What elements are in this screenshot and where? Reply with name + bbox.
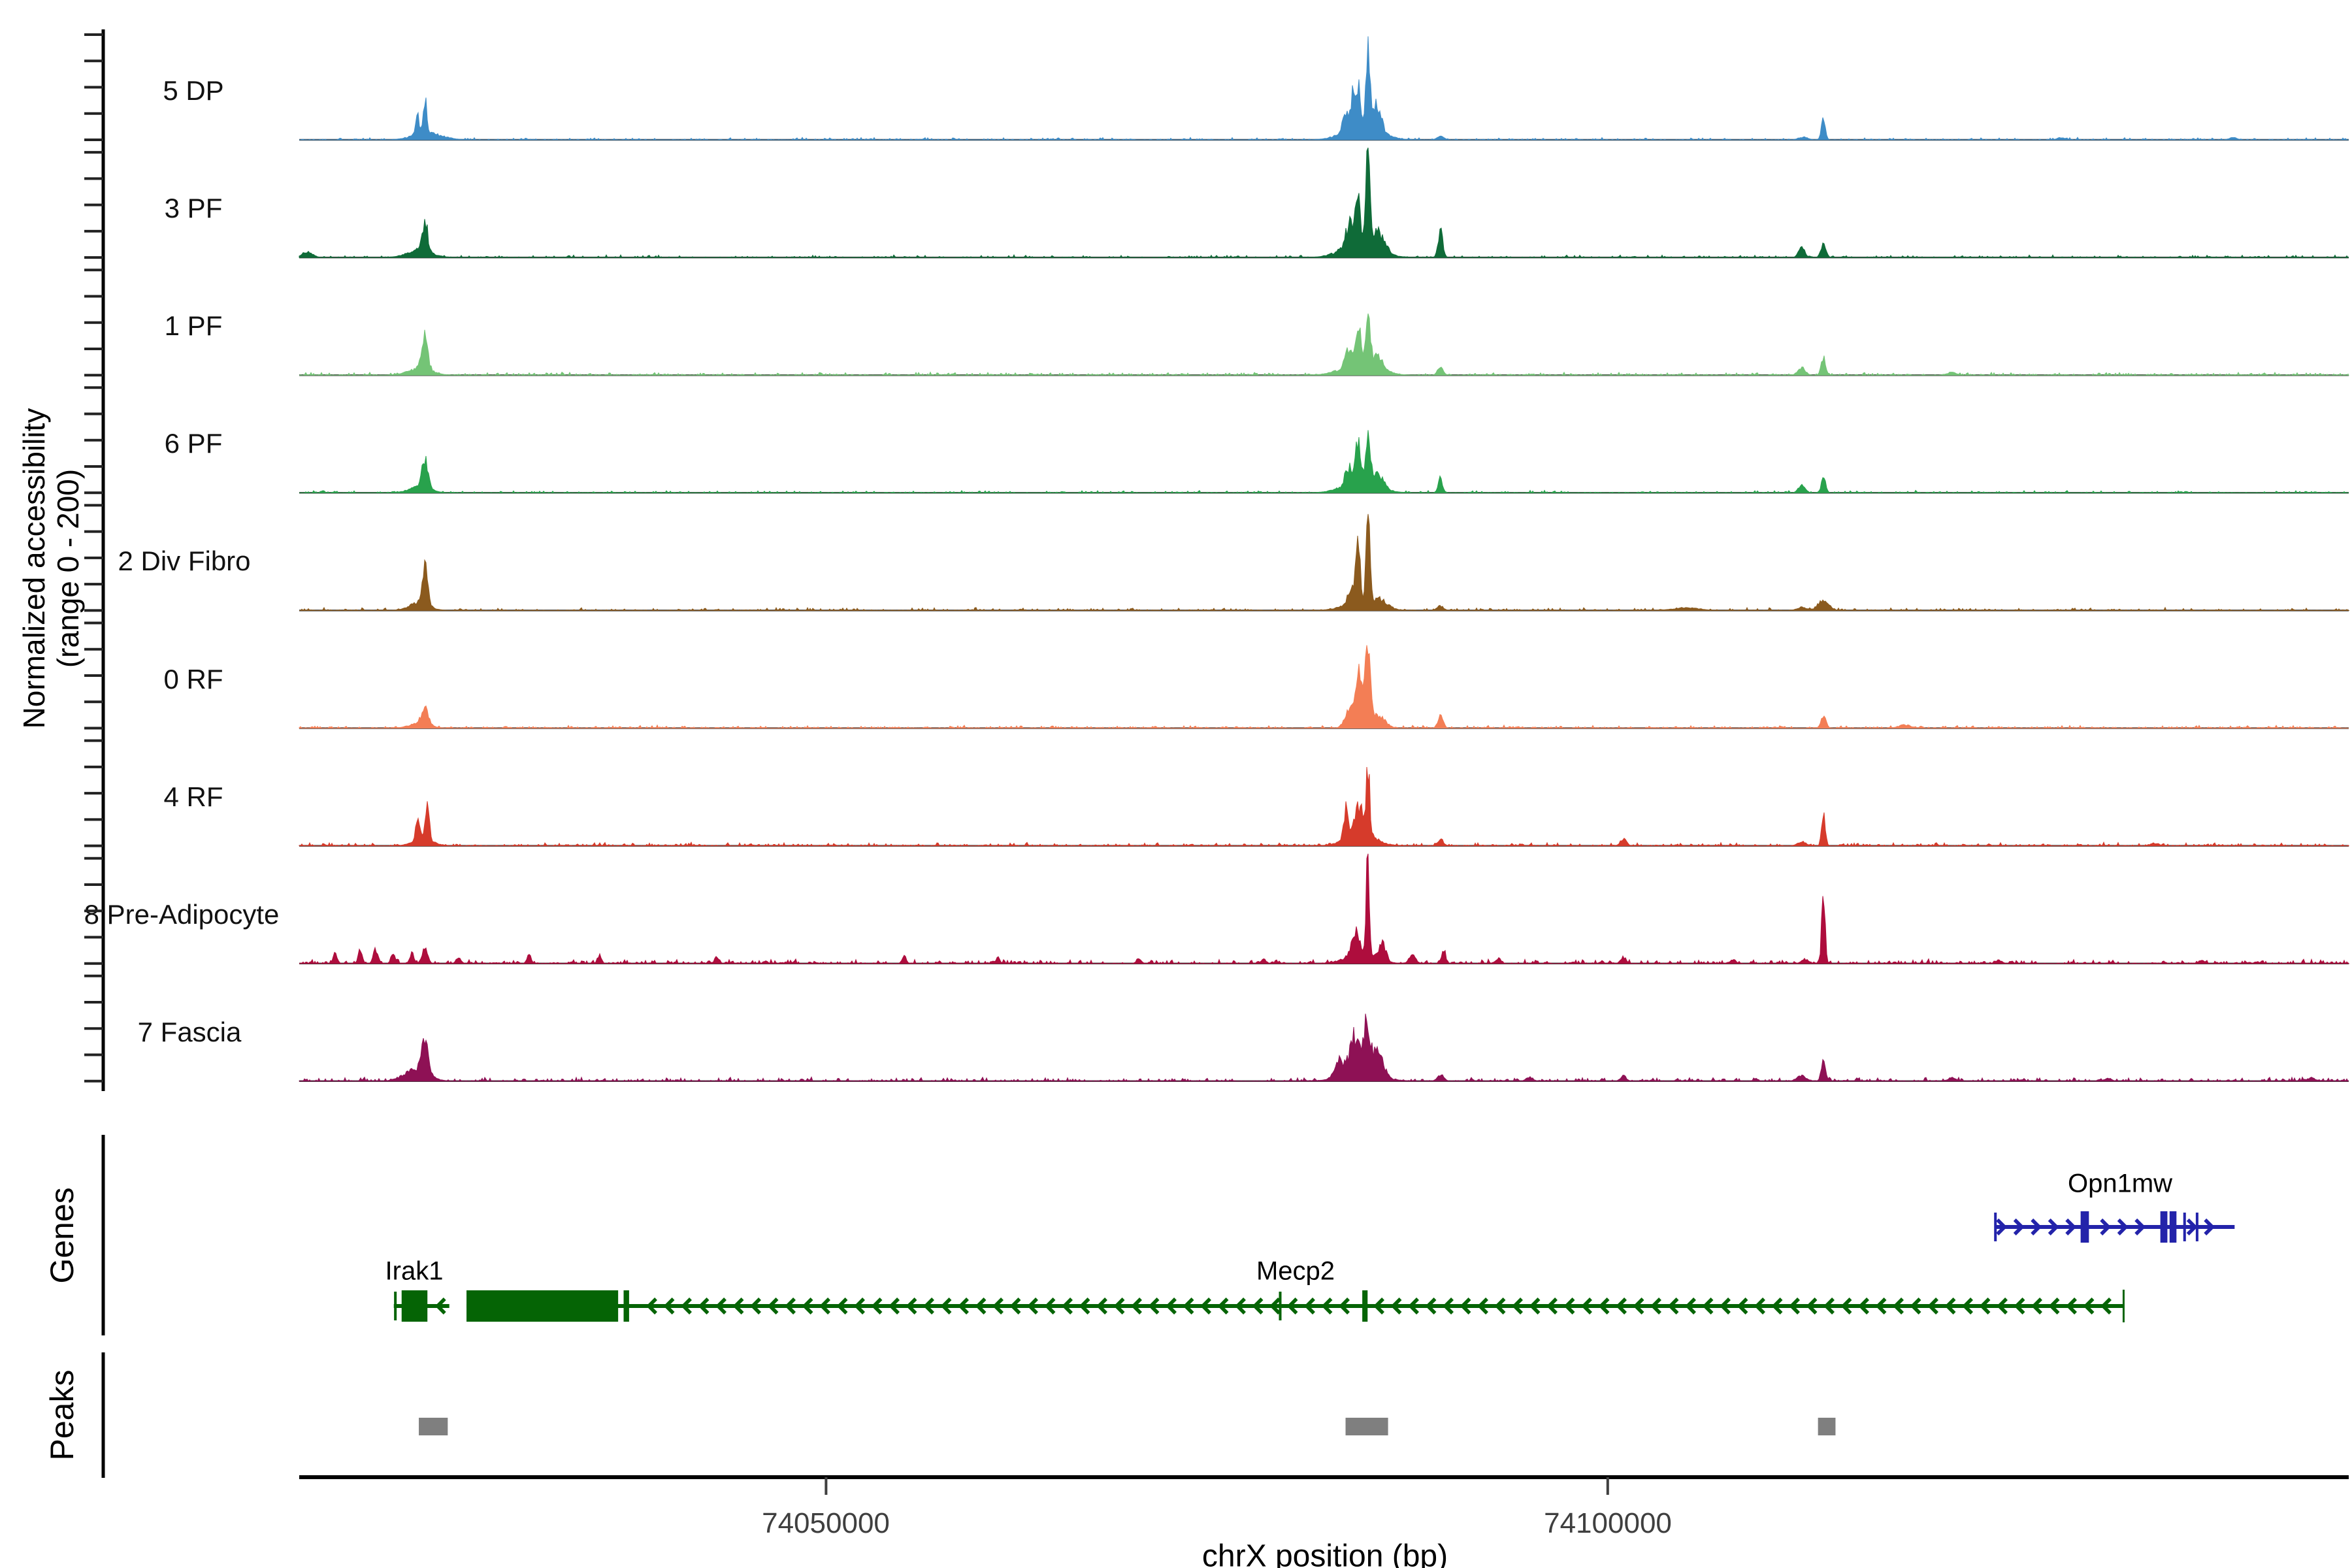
coverage-track-6-pf (299, 430, 2349, 494)
track-label-5dp: 5 DP (163, 75, 224, 106)
track-label-8preadipocyte: 8 Pre-Adipocyte (84, 899, 280, 930)
x-axis-title: chrX position (bp) (1201, 1539, 1448, 1568)
gene-label-mecp2: Mecp2 (1256, 1256, 1335, 1286)
peak-interval (1818, 1418, 1836, 1435)
coverage-track-8-pre-adipocyte (299, 853, 2350, 964)
track-label-3pf: 3 PF (164, 193, 223, 223)
coverage-track-5-dp (299, 36, 2349, 140)
coverage-track-4-rf (299, 766, 2350, 847)
coverage-track-7-fascia (299, 1013, 2349, 1083)
x-tick-label-74050000: 74050000 (762, 1507, 890, 1539)
peak-interval (1345, 1418, 1388, 1435)
gene-label-opn1mw: Opn1mw (2067, 1169, 2173, 1198)
track-label-0rf: 0 RF (163, 664, 223, 694)
track-label-7fascia: 7 Fascia (137, 1017, 242, 1047)
track-label-6pf: 6 PF (164, 428, 223, 459)
track-label-4rf: 4 RF (163, 781, 223, 812)
coverage-track-0-rf (299, 645, 2349, 729)
track-label-2divfibro: 2 Div Fibro (118, 546, 251, 576)
coverage-track-1-pf (299, 313, 2349, 376)
coverage-track-2-div-fibro (299, 514, 2350, 612)
gene-label-irak1: Irak1 (385, 1256, 444, 1286)
peak-interval (419, 1418, 448, 1435)
track-label-1pf: 1 PF (164, 310, 223, 341)
x-tick-label-74100000: 74100000 (1544, 1507, 1672, 1539)
coverage-track-3-pf (299, 147, 2349, 259)
